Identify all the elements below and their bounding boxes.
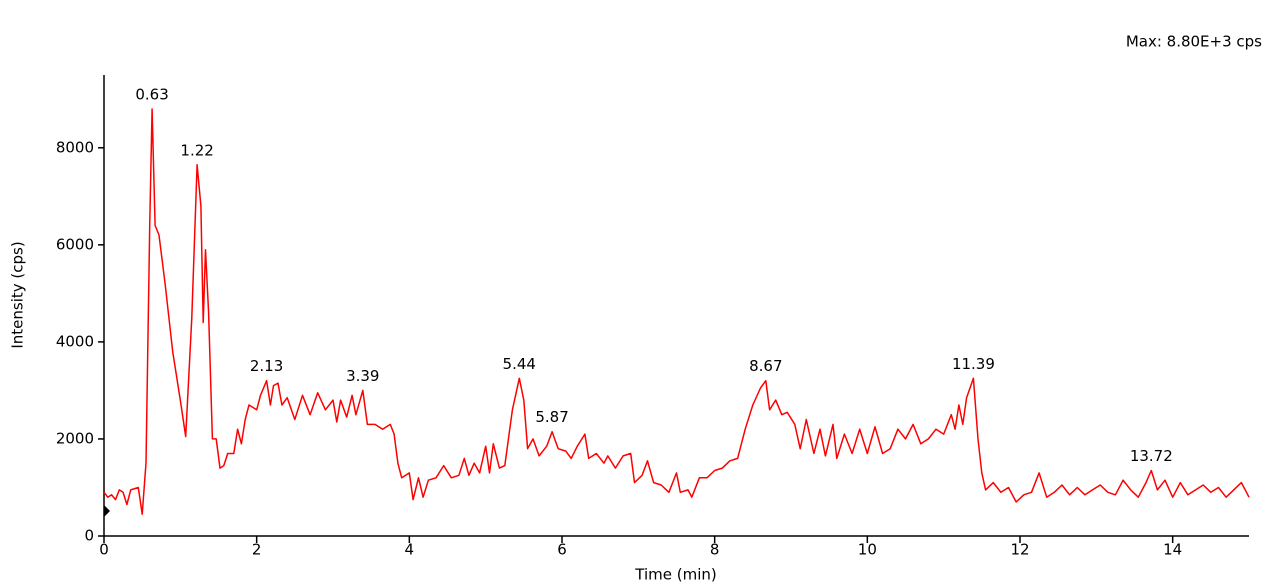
y-axis-label: Intensity (cps)	[9, 241, 27, 348]
x-tick-label: 0	[99, 541, 109, 559]
x-tick-label: 14	[1163, 541, 1182, 559]
y-tick-label: 4000	[56, 332, 94, 350]
peak-label: 1.22	[180, 141, 213, 159]
trace-line	[103, 108, 1250, 515]
x-tick-label: 10	[858, 541, 877, 559]
peak-label: 3.39	[346, 367, 379, 385]
y-tick-label: 6000	[56, 235, 94, 253]
x-tick-label: 2	[252, 541, 262, 559]
peak-label: 0.63	[135, 85, 168, 103]
x-tick-label: 8	[710, 541, 720, 559]
baseline-marker	[104, 505, 110, 517]
y-tick-label: 8000	[56, 138, 94, 156]
peak-label: 5.44	[503, 355, 536, 373]
max-label: Max: 8.80E+3 cps	[1126, 33, 1262, 51]
x-tick-label: 12	[1010, 541, 1029, 559]
y-tick-label: 2000	[56, 429, 94, 447]
peak-label: 11.39	[952, 355, 995, 373]
x-tick-label: 6	[557, 541, 567, 559]
x-axis-label: Time (min)	[634, 566, 716, 584]
peak-label: 8.67	[749, 357, 782, 375]
x-tick-label: 4	[405, 541, 415, 559]
peak-label: 5.87	[535, 408, 568, 426]
peak-label: 2.13	[250, 357, 283, 375]
y-tick-label: 0	[84, 527, 94, 545]
peak-label: 13.72	[1130, 447, 1173, 465]
